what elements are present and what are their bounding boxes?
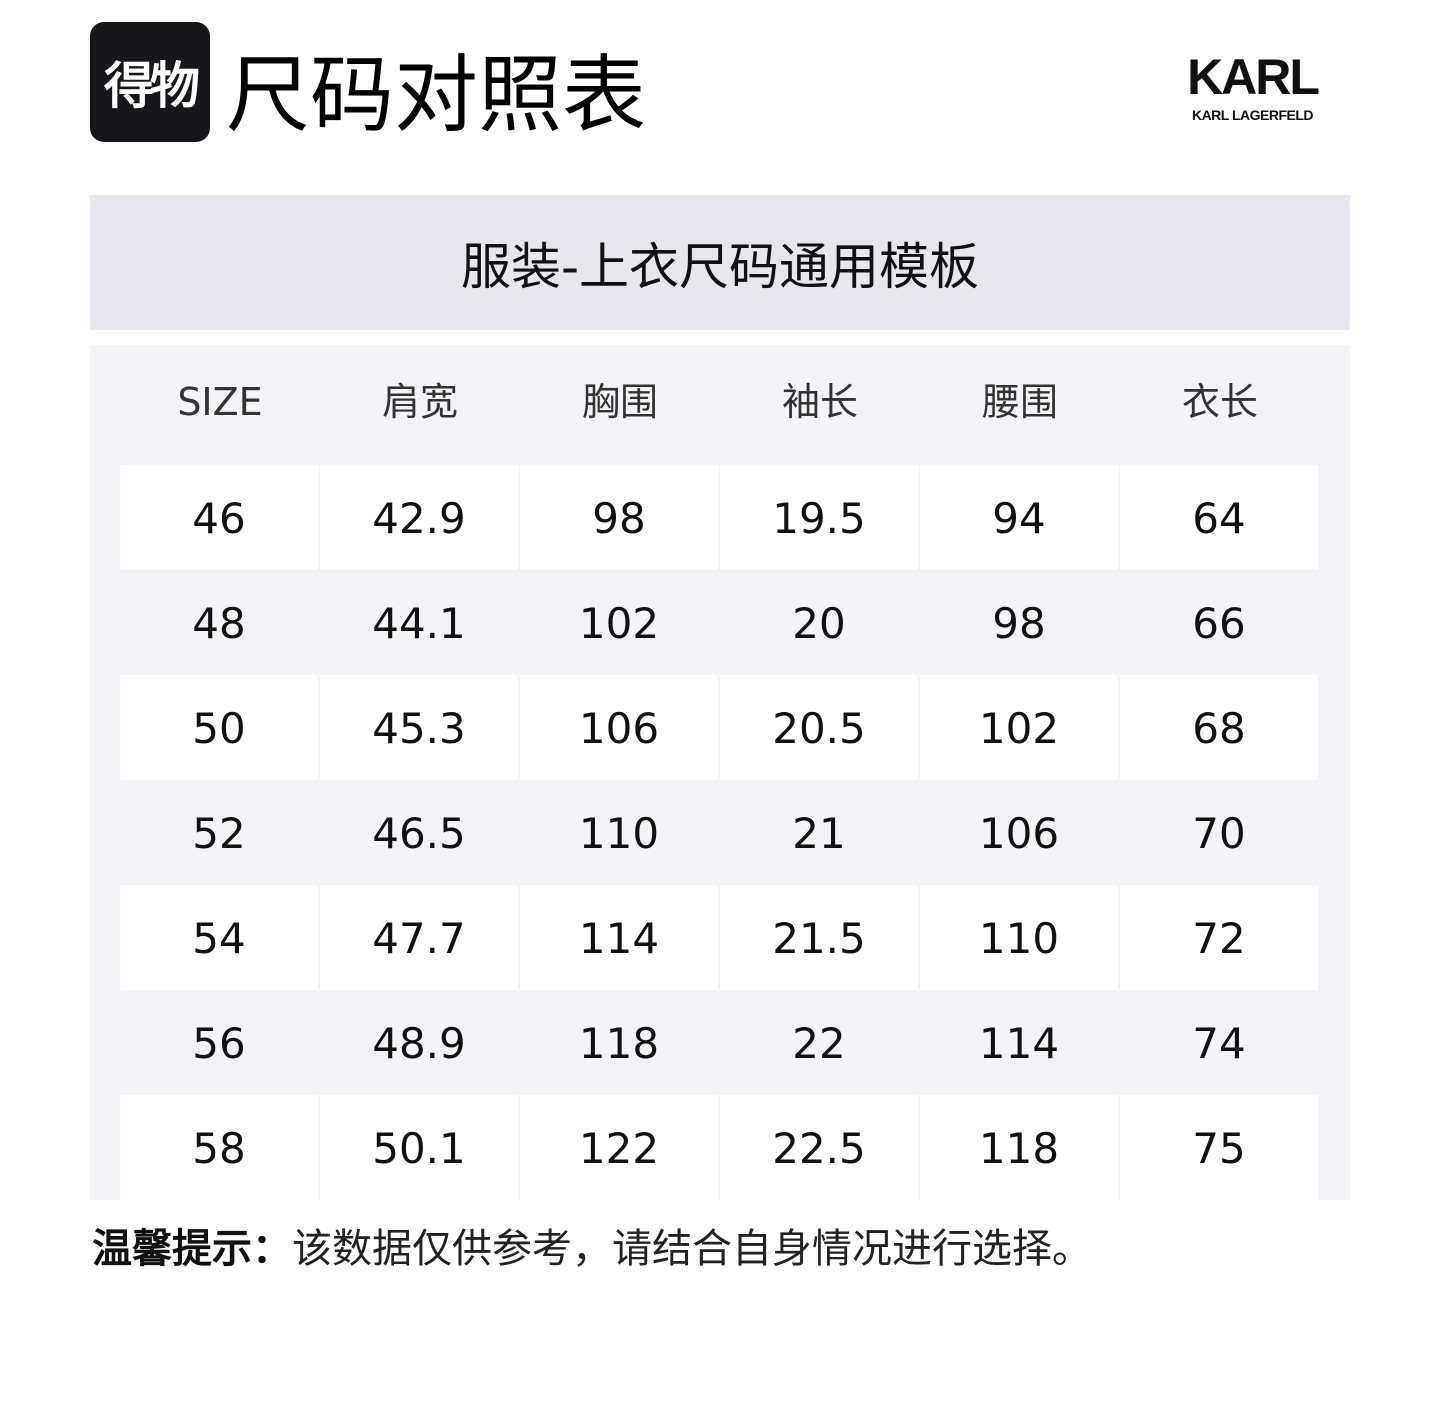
table-cell: 106 bbox=[978, 809, 1060, 858]
table-cell: 68 bbox=[1120, 675, 1318, 780]
table-cell: 52 bbox=[192, 809, 246, 858]
table-cell: 122 bbox=[520, 1095, 718, 1200]
karl-lagerfeld-logo: KARL KARL LAGERFELD bbox=[1170, 50, 1335, 124]
tip-text: 该数据仅供参考，请结合自身情况进行选择。 bbox=[292, 1226, 1092, 1272]
table-cell: 54 bbox=[120, 885, 318, 990]
table-cell: 114 bbox=[978, 1019, 1060, 1068]
table-cell: 45.3 bbox=[320, 675, 518, 780]
table-cell: 50.1 bbox=[320, 1095, 518, 1200]
table-cell: 42.9 bbox=[320, 465, 518, 570]
table-cell: 20 bbox=[792, 599, 846, 648]
table-row: 54 47.7 114 21.5 110 72 bbox=[120, 885, 1320, 990]
table-cell: 46.5 bbox=[372, 809, 466, 858]
table-row: 48 44.1 102 20 98 66 bbox=[120, 570, 1320, 675]
table-cell: 98 bbox=[992, 599, 1046, 648]
table-row: 58 50.1 122 22.5 118 75 bbox=[120, 1095, 1320, 1200]
tip: 温馨提示：该数据仅供参考，请结合自身情况进行选择。 bbox=[92, 1222, 1092, 1276]
table-cell: 72 bbox=[1120, 885, 1318, 990]
table-cell: 110 bbox=[578, 809, 660, 858]
table-cell: 50 bbox=[120, 675, 318, 780]
table-cell: 21.5 bbox=[720, 885, 918, 990]
table-cell: 64 bbox=[1120, 465, 1318, 570]
table-cell: 110 bbox=[920, 885, 1118, 990]
table-row: 52 46.5 110 21 106 70 bbox=[120, 780, 1320, 885]
table-cell: 66 bbox=[1192, 599, 1246, 648]
table-row: 56 48.9 118 22 114 74 bbox=[120, 990, 1320, 1095]
table-cell: 74 bbox=[1192, 1019, 1246, 1068]
dewu-logo: 得物 bbox=[90, 22, 210, 142]
table-cell: 46 bbox=[120, 465, 318, 570]
table-cell: 102 bbox=[920, 675, 1118, 780]
table-cell: 106 bbox=[520, 675, 718, 780]
column-header: 袖长 bbox=[781, 380, 858, 424]
column-header: 肩宽 bbox=[381, 380, 458, 424]
size-table: SIZE 肩宽 胸围 袖长 腰围 衣长 46 42.9 98 19.5 94 64 48 44.1 102… bbox=[90, 345, 1350, 1200]
brand-logo-subtext: KARL LAGERFELD bbox=[1191, 107, 1314, 123]
tip-label: 温馨提示： bbox=[92, 1226, 292, 1272]
table-cell: 118 bbox=[578, 1019, 660, 1068]
table-cell: 58 bbox=[120, 1095, 318, 1200]
table-cell: 75 bbox=[1120, 1095, 1318, 1200]
column-header: 腰围 bbox=[981, 380, 1058, 424]
table-row: 46 42.9 98 19.5 94 64 bbox=[120, 465, 1320, 570]
table-cell: 94 bbox=[920, 465, 1118, 570]
table-cell: 48 bbox=[192, 599, 246, 648]
table-cell: 56 bbox=[192, 1019, 246, 1068]
table-cell: 19.5 bbox=[720, 465, 918, 570]
table-row: 50 45.3 106 20.5 102 68 bbox=[120, 675, 1320, 780]
table-cell: 98 bbox=[520, 465, 718, 570]
table-cell: 114 bbox=[520, 885, 718, 990]
table-cell: 118 bbox=[920, 1095, 1118, 1200]
table-cell: 20.5 bbox=[720, 675, 918, 780]
table-cell: 22.5 bbox=[720, 1095, 918, 1200]
template-title: 服装-上衣尺码通用模板 bbox=[90, 195, 1350, 330]
table-cell: 102 bbox=[578, 599, 660, 648]
table-cell: 48.9 bbox=[372, 1019, 466, 1068]
table-cell: 22 bbox=[792, 1019, 846, 1068]
page-title: 尺码对照表 bbox=[226, 46, 647, 144]
table-header: SIZE 肩宽 胸围 袖长 腰围 衣长 bbox=[120, 345, 1320, 465]
table-cell: 70 bbox=[1192, 809, 1246, 858]
table-cell: 44.1 bbox=[372, 599, 466, 648]
brand-logo-text: KARL bbox=[1187, 49, 1320, 105]
column-header: 胸围 bbox=[581, 380, 658, 424]
table-cell: 21 bbox=[792, 809, 846, 858]
column-header: 衣长 bbox=[1181, 380, 1258, 424]
column-header: SIZE bbox=[177, 380, 263, 424]
table-cell: 47.7 bbox=[320, 885, 518, 990]
